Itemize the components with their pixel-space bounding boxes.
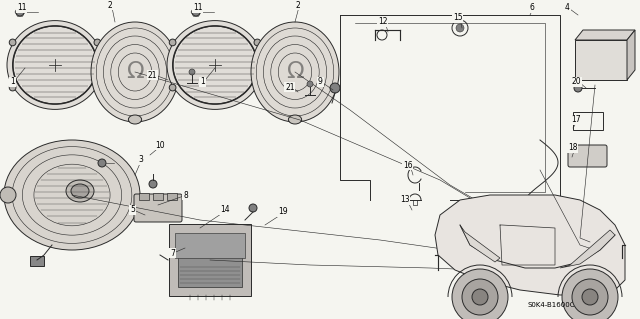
Polygon shape [435,195,625,295]
Circle shape [574,84,582,92]
Text: 5: 5 [130,205,135,214]
Circle shape [169,84,176,91]
Text: 4: 4 [565,4,570,12]
Text: 6: 6 [530,4,535,12]
Ellipse shape [289,115,301,124]
Text: 19: 19 [278,207,287,217]
Text: 17: 17 [571,115,580,124]
FancyBboxPatch shape [568,145,607,167]
Polygon shape [575,30,635,40]
Circle shape [562,269,618,319]
Ellipse shape [129,115,141,124]
Bar [167,193,177,200]
Text: 1: 1 [200,78,205,86]
Text: 9: 9 [318,78,323,86]
Circle shape [452,269,508,319]
Polygon shape [560,230,615,268]
Circle shape [192,8,200,16]
Ellipse shape [66,180,94,202]
Bar [153,193,163,200]
Text: S0K4-B1600C: S0K4-B1600C [528,302,575,308]
Ellipse shape [167,21,263,109]
Circle shape [149,180,157,188]
Circle shape [16,8,24,16]
Text: 14: 14 [220,205,230,214]
Text: 11: 11 [17,4,26,12]
Circle shape [9,39,16,46]
Circle shape [98,159,106,167]
Text: 10: 10 [155,140,164,150]
Circle shape [330,83,340,93]
Text: Ω: Ω [286,61,304,84]
Text: 8: 8 [183,190,188,199]
Text: 2: 2 [296,1,301,10]
Ellipse shape [251,22,339,122]
Ellipse shape [7,21,103,109]
Ellipse shape [4,140,140,250]
Circle shape [307,81,313,87]
Polygon shape [460,225,500,262]
Polygon shape [627,30,635,80]
Circle shape [249,204,257,212]
Circle shape [582,289,598,305]
Text: 7: 7 [170,249,175,257]
Ellipse shape [71,184,89,198]
Circle shape [169,39,176,46]
FancyBboxPatch shape [169,224,251,296]
Circle shape [254,84,260,91]
Bar [178,245,242,287]
Text: 21: 21 [148,70,157,79]
Bar [575,40,627,80]
Text: 21: 21 [285,83,294,92]
Circle shape [254,39,260,46]
Bar [30,256,44,266]
Bar [139,193,149,200]
Ellipse shape [91,22,179,122]
Circle shape [456,24,464,32]
Text: 11: 11 [193,4,202,12]
Text: 3: 3 [138,155,143,165]
Text: 13: 13 [400,196,410,204]
Circle shape [572,279,608,315]
Circle shape [472,289,488,305]
Text: 20: 20 [572,78,582,86]
Circle shape [94,84,100,91]
Circle shape [189,69,195,75]
Text: FR.: FR. [639,25,640,34]
Text: 2: 2 [108,1,113,10]
FancyBboxPatch shape [134,194,182,222]
Circle shape [9,84,16,91]
Text: 12: 12 [378,18,387,26]
Bar [175,233,245,258]
Circle shape [462,279,498,315]
Text: 1: 1 [10,78,15,86]
Bar [573,112,603,130]
Text: 18: 18 [568,144,577,152]
Text: Ω: Ω [126,61,144,84]
Text: 16: 16 [403,160,413,169]
Circle shape [0,187,16,203]
Text: 15: 15 [453,13,463,23]
Circle shape [94,39,100,46]
